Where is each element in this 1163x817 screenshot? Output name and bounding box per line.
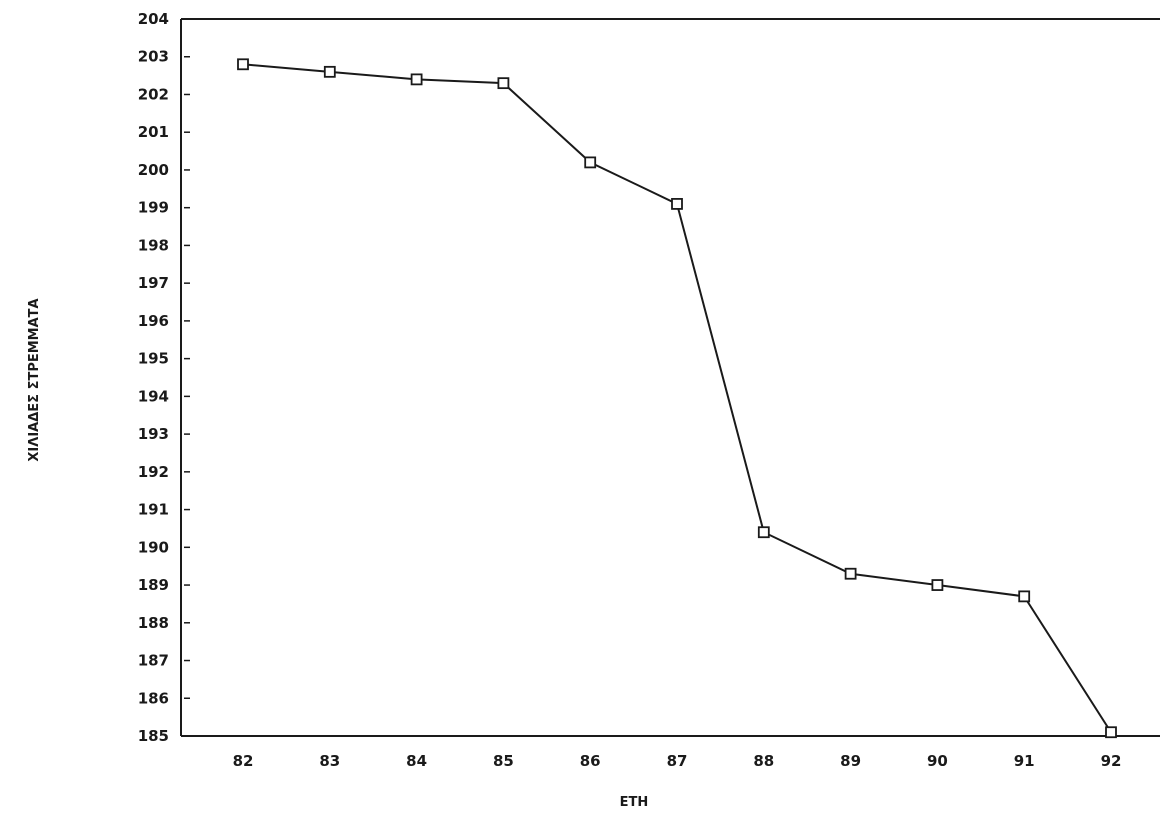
x-tick-label: 92 — [1101, 752, 1122, 770]
data-point — [410, 73, 423, 86]
y-tick-label: 204 — [138, 10, 169, 28]
y-tick-label: 195 — [138, 350, 169, 368]
y-tick-label: 201 — [138, 123, 169, 141]
x-tick-label: 86 — [580, 752, 601, 770]
x-tick-label: 85 — [493, 752, 514, 770]
x-tick-label: 90 — [927, 752, 948, 770]
y-tick-label: 189 — [138, 576, 169, 594]
x-tick-label: 82 — [233, 752, 254, 770]
x-tick-label: 87 — [667, 752, 688, 770]
y-tick-label: 197 — [138, 274, 169, 292]
data-point — [323, 65, 336, 78]
x-tick-label: 88 — [753, 752, 774, 770]
x-tick-label: 89 — [840, 752, 861, 770]
y-axis-title: ΧΙΛΙΑΔΕΣ ΣΤΡΕΜΜΑΤΑ — [27, 298, 42, 461]
series-group — [237, 58, 1117, 739]
y-tick-label: 185 — [138, 727, 169, 745]
data-point — [757, 526, 770, 539]
plot-frame — [180, 18, 1160, 737]
series-line — [242, 63, 1112, 733]
y-tick-label: 196 — [138, 312, 169, 330]
x-tick-label: 83 — [319, 752, 340, 770]
y-tick-label: 187 — [138, 652, 169, 670]
y-tick-label: 190 — [138, 538, 169, 556]
y-tick-label: 202 — [138, 85, 169, 103]
data-point — [1018, 590, 1031, 603]
y-tick-label: 193 — [138, 425, 169, 443]
x-tick-label: 91 — [1014, 752, 1035, 770]
data-point — [497, 77, 510, 90]
y-tick-label: 192 — [138, 463, 169, 481]
y-tick-label: 188 — [138, 614, 169, 632]
data-point — [931, 579, 944, 591]
x-axis-title: ΕΤΗ — [620, 795, 649, 810]
y-tick-label: 186 — [138, 689, 169, 707]
data-point — [1105, 726, 1117, 739]
y-tick-label: 194 — [138, 387, 169, 405]
data-point — [584, 156, 597, 169]
x-tick-label: 84 — [406, 752, 427, 770]
data-point — [237, 58, 249, 71]
y-tick-label: 203 — [138, 48, 169, 66]
y-axis: 185 186 187 188 189 190 191 192 193 194 195 196 197 1… — [138, 10, 190, 745]
y-tick-label: 191 — [138, 501, 169, 519]
data-point — [844, 567, 857, 580]
y-tick-label: 200 — [138, 161, 169, 179]
y-tick-label: 199 — [138, 199, 169, 217]
x-axis: 82 83 84 85 86 87 88 89 90 91 92 — [233, 752, 1122, 770]
data-point — [671, 198, 683, 210]
y-tick-label: 198 — [138, 236, 169, 254]
